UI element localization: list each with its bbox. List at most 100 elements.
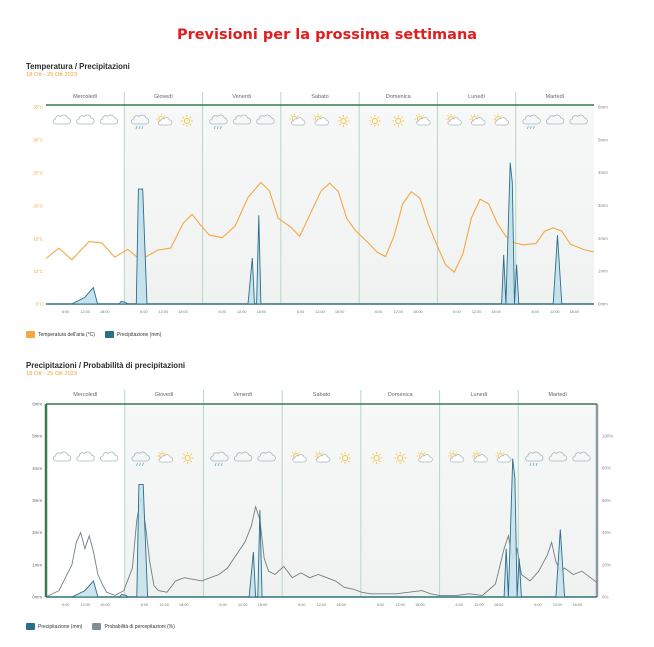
sun-core <box>183 117 190 125</box>
precipitation-area-2 <box>46 458 597 598</box>
sun-ray <box>321 452 324 454</box>
cloud-icon <box>100 451 119 462</box>
cloud-icon <box>572 451 591 462</box>
day-shade <box>360 404 440 597</box>
sun-ray <box>296 115 299 117</box>
cloud-shape <box>76 451 95 462</box>
legend-swatch-temperature <box>26 331 35 338</box>
cloud-shape <box>569 114 588 125</box>
day-label-4: Domenica <box>388 392 414 398</box>
sun-ray <box>494 115 496 117</box>
hour-tick-label: 18:00 <box>570 310 580 314</box>
cloud-icon <box>52 451 72 462</box>
partly-cloudy-icon <box>156 450 173 463</box>
hour-tick-label: 12:00 <box>238 603 248 607</box>
sun-ray <box>422 115 424 117</box>
hour-tick-label: 12:00 <box>159 603 169 607</box>
cloud-shape <box>99 114 118 125</box>
sun-ray <box>372 460 375 463</box>
sun-ray <box>400 123 403 126</box>
sun-icon <box>180 115 193 127</box>
hour-tick-label: 6:00 <box>219 603 226 607</box>
rain-drop <box>139 462 141 467</box>
cloud-shape <box>232 114 252 125</box>
sun-ray <box>347 460 350 463</box>
y-left-tick-label: 30°C <box>33 138 43 143</box>
partly-cloudy-icon <box>416 450 433 463</box>
legend-item-probability[interactable]: Probabilità di percepitazioni (%) <box>92 623 175 630</box>
rain-drop <box>526 125 529 130</box>
rain-drop <box>214 462 217 467</box>
rain-cloud-icon <box>131 451 150 467</box>
y-right-tick-label: 2mm <box>598 236 608 241</box>
y-left-tick-label: 3mm <box>32 498 42 503</box>
legend-item-precipitation[interactable]: Precipitazione (mm) <box>104 331 161 338</box>
sun-ray <box>298 452 300 454</box>
chart2-title: Precipitazioni / Probabilità di precipit… <box>26 361 185 370</box>
sun-ray <box>183 460 186 463</box>
sun-ray <box>157 115 160 117</box>
sun-ray <box>417 452 420 454</box>
hour-tick-label: 18:00 <box>491 310 501 314</box>
cloud-icon <box>76 451 95 462</box>
cloud-shape <box>545 114 565 125</box>
sun-ray <box>453 115 456 117</box>
chart1-legend: Temperatura dell'aria (°C) Precipitazion… <box>26 331 171 338</box>
cloud-icon <box>232 114 252 125</box>
hour-tick-label: 12:00 <box>472 310 482 314</box>
hour-tick-label: 18:00 <box>179 603 189 607</box>
cloud-icon <box>52 114 71 125</box>
y-right-tick-label: 40% <box>602 530 611 535</box>
hour-tick-label: 6:00 <box>62 310 69 314</box>
hour-tick-label: 12:00 <box>395 603 405 607</box>
rain-drop <box>213 125 216 130</box>
cloud-shape <box>257 451 276 462</box>
hour-tick-label: 12:00 <box>394 310 404 314</box>
cloud-icon <box>256 114 275 125</box>
y-right-tick-label: 4mm <box>598 170 608 175</box>
y-right-tick-label: 6mm <box>598 105 608 110</box>
cloud-icon <box>548 451 567 462</box>
cloud-shape <box>314 117 329 126</box>
hour-tick-label: 6:00 <box>532 310 539 314</box>
sun-ray <box>346 123 349 126</box>
sun-ray <box>291 452 294 454</box>
sun-ray <box>189 123 192 126</box>
y-left-tick-label: 5mm <box>32 434 42 439</box>
sun-icon <box>370 452 383 464</box>
rain-drop <box>529 462 532 467</box>
rain-drop <box>532 462 535 467</box>
legend-item-temperature[interactable]: Temperatura dell'aria (°C) <box>26 331 95 338</box>
legend-swatch-precipitation <box>104 331 114 338</box>
day-label-5: Lunedì <box>468 94 485 100</box>
sun-ray <box>320 115 322 117</box>
y-right-tick-label: 20% <box>602 562 611 567</box>
sun-ray <box>158 452 160 454</box>
sun-ray <box>377 123 380 126</box>
legend-label-precipitation-2: Precipitazione (mm) <box>38 623 83 630</box>
sun-ray <box>164 452 166 454</box>
sun-icon <box>368 115 381 127</box>
sun-ray <box>190 453 193 456</box>
hour-tick-label: 12:00 <box>159 310 169 314</box>
cloud-shape <box>416 117 431 126</box>
hour-tick-label: 6:00 <box>534 603 541 607</box>
rain-cloud-icon <box>131 114 150 130</box>
hour-tick-label: 12:00 <box>237 310 247 314</box>
cloud-icon <box>233 451 253 462</box>
legend-item-precipitation-2[interactable]: Precipitazione (mm) <box>26 623 82 630</box>
sun-icon <box>394 452 407 464</box>
hour-tick-label: 18:00 <box>100 603 110 607</box>
y-left-tick-label: 1mm <box>32 562 42 567</box>
rain-cloud-icon <box>209 114 228 130</box>
cloud-shape <box>525 451 544 462</box>
sun-ray <box>476 115 479 117</box>
hour-tick-label: 6:00 <box>453 310 460 314</box>
cloud-shape <box>52 451 72 462</box>
y-left-tick-label: 10°C <box>33 269 43 274</box>
hour-tick-label: 12:00 <box>317 603 327 607</box>
y-left-tick-label: 0°C <box>36 302 43 307</box>
rain-drop <box>216 125 219 130</box>
hour-tick-label: 18:00 <box>258 603 268 607</box>
